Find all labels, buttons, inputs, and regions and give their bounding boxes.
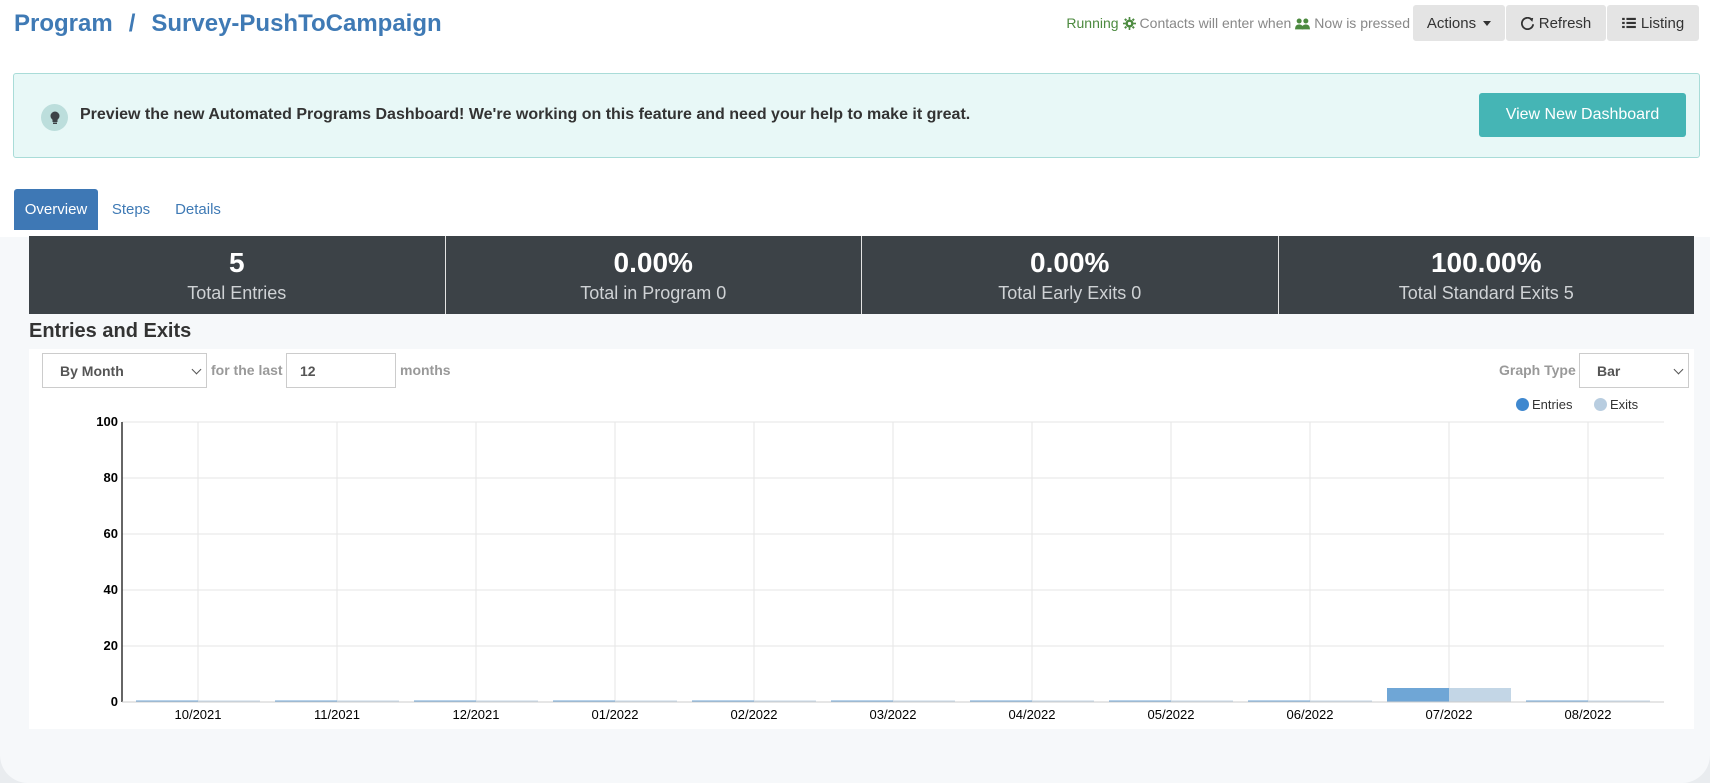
x-tick-label: 04/2022: [1009, 707, 1056, 722]
x-tick-label: 05/2022: [1148, 707, 1195, 722]
breadcrumb-program-name[interactable]: Survey-PushToCampaign: [151, 10, 442, 37]
listing-label: Listing: [1640, 14, 1685, 32]
bar-entries-07-2022: [1387, 688, 1449, 702]
bar-entries-04-2022: [970, 700, 1032, 702]
actions-label: Actions: [1426, 14, 1477, 32]
y-tick-label: 60: [104, 526, 118, 541]
y-tick-label: 20: [104, 638, 118, 653]
bar-entries-06-2022: [1248, 700, 1310, 702]
x-tick-label: 02/2022: [731, 707, 778, 722]
period-select[interactable]: By Month: [42, 353, 207, 388]
legend-entries-label: Entries: [1532, 397, 1573, 412]
bar-exits-08-2022: [1588, 700, 1650, 702]
x-tick-label: 10/2021: [175, 707, 222, 722]
legend-exits-label: Exits: [1610, 397, 1639, 412]
bar-exits-01-2022: [615, 700, 677, 702]
x-tick-label: 12/2021: [453, 707, 500, 722]
legend-entries[interactable]: Entries: [1516, 397, 1572, 412]
status-text-pressed: Now is pressed: [1314, 15, 1410, 31]
gear-icon: [1122, 16, 1136, 30]
bar-exits-07-2022: [1449, 688, 1511, 702]
bar-entries-01-2022: [553, 700, 615, 702]
stat-label: Total Standard Exits 5: [1398, 282, 1574, 303]
bar-exits-10-2021: [198, 700, 260, 702]
months-count-input[interactable]: 12: [286, 353, 396, 388]
stat-total-entries: 5 Total Entries: [29, 236, 446, 314]
graph-type-select[interactable]: Bar: [1579, 353, 1689, 388]
refresh-button[interactable]: Refresh: [1506, 5, 1606, 41]
breadcrumb-program-link[interactable]: Program: [14, 10, 113, 37]
x-tick-label: 01/2022: [592, 707, 639, 722]
x-tick-label: 06/2022: [1287, 707, 1334, 722]
legend-exits[interactable]: Exits: [1594, 397, 1638, 412]
tab-details[interactable]: Details: [175, 201, 221, 218]
breadcrumb: Program / Survey-PushToCampaign: [14, 7, 442, 41]
bar-exits-03-2022: [893, 700, 955, 702]
bar-exits-11-2021: [337, 700, 399, 702]
legend-entries-dot: [1516, 398, 1529, 411]
stat-value: 0.00%: [613, 246, 693, 278]
stat-value: 0.00%: [1030, 246, 1110, 278]
stat-total-in-program: 0.00% Total in Program 0: [446, 236, 862, 314]
status-text-enter: Contacts will enter when: [1139, 15, 1292, 31]
months-label: months: [400, 362, 451, 378]
y-tick-label: 80: [104, 470, 118, 485]
stat-label: Total Entries: [187, 282, 287, 303]
banner-text: Preview the new Automated Programs Dashb…: [80, 106, 971, 123]
graph-type-label: Graph Type: [1499, 362, 1576, 378]
chart-panel: By Month for the last 12 months Graph Ty…: [29, 349, 1694, 729]
preview-banner: Preview the new Automated Programs Dashb…: [13, 73, 1700, 158]
tab-overview[interactable]: Overview: [14, 189, 98, 230]
list-icon: [1621, 17, 1636, 29]
y-tick-label: 40: [104, 582, 118, 597]
stat-label: Total in Program 0: [580, 282, 727, 303]
section-title: Entries and Exits: [29, 320, 192, 342]
period-select-value: By Month: [60, 362, 124, 379]
bar-exits-12-2021: [476, 700, 538, 702]
stat-total-early-exits: 0.00% Total Early Exits 0: [862, 236, 1279, 314]
tab-steps[interactable]: Steps: [111, 201, 151, 218]
listing-button[interactable]: Listing: [1607, 5, 1699, 41]
bar-entries-12-2021: [414, 700, 476, 702]
y-tick-label: 100: [96, 414, 118, 429]
bar-entries-02-2022: [692, 700, 754, 702]
bar-entries-08-2022: [1526, 700, 1588, 702]
caret-down-icon: [1483, 20, 1492, 26]
status-running: Running: [1066, 15, 1119, 31]
refresh-label: Refresh: [1538, 14, 1592, 32]
for-the-last-label: for the last: [211, 362, 283, 378]
bar-entries-03-2022: [831, 700, 893, 702]
x-tick-label: 07/2022: [1426, 707, 1473, 722]
legend-exits-dot: [1594, 398, 1607, 411]
stat-label: Total Early Exits 0: [998, 282, 1142, 303]
bar-chart: 0 20 40 60 80 100 10/2021 11/2021 12/2021 01/2022…: [96, 414, 1664, 722]
x-tick-label: 11/2021: [314, 707, 360, 722]
program-status: Running Contacts will enter when Now is …: [1066, 10, 1410, 36]
x-tick-label: 03/2022: [870, 707, 917, 722]
bar-entries-10-2021: [136, 700, 198, 702]
refresh-icon: [1520, 16, 1534, 30]
lightbulb-icon: [41, 104, 68, 131]
stat-total-standard-exits: 100.00% Total Standard Exits 5: [1279, 236, 1695, 314]
bar-exits-02-2022: [754, 700, 816, 702]
y-tick-label: 0: [111, 694, 118, 709]
actions-button[interactable]: Actions: [1413, 5, 1505, 41]
bar-exits-06-2022: [1310, 700, 1372, 702]
stat-value: 100.00%: [1430, 246, 1542, 278]
view-new-dashboard-button[interactable]: View New Dashboard: [1479, 93, 1686, 137]
bar-exits-05-2022: [1171, 700, 1233, 702]
breadcrumb-separator: /: [128, 10, 136, 37]
x-tick-label: 08/2022: [1565, 707, 1612, 722]
bar-entries-05-2022: [1109, 700, 1171, 702]
bar-entries-11-2021: [275, 700, 337, 702]
bar-exits-04-2022: [1032, 700, 1094, 702]
users-icon: [1295, 18, 1311, 29]
graph-type-value: Bar: [1597, 362, 1621, 379]
stats-bar: 5 Total Entries 0.00% Total in Program 0…: [29, 236, 1694, 314]
stat-value: 5: [228, 246, 245, 278]
